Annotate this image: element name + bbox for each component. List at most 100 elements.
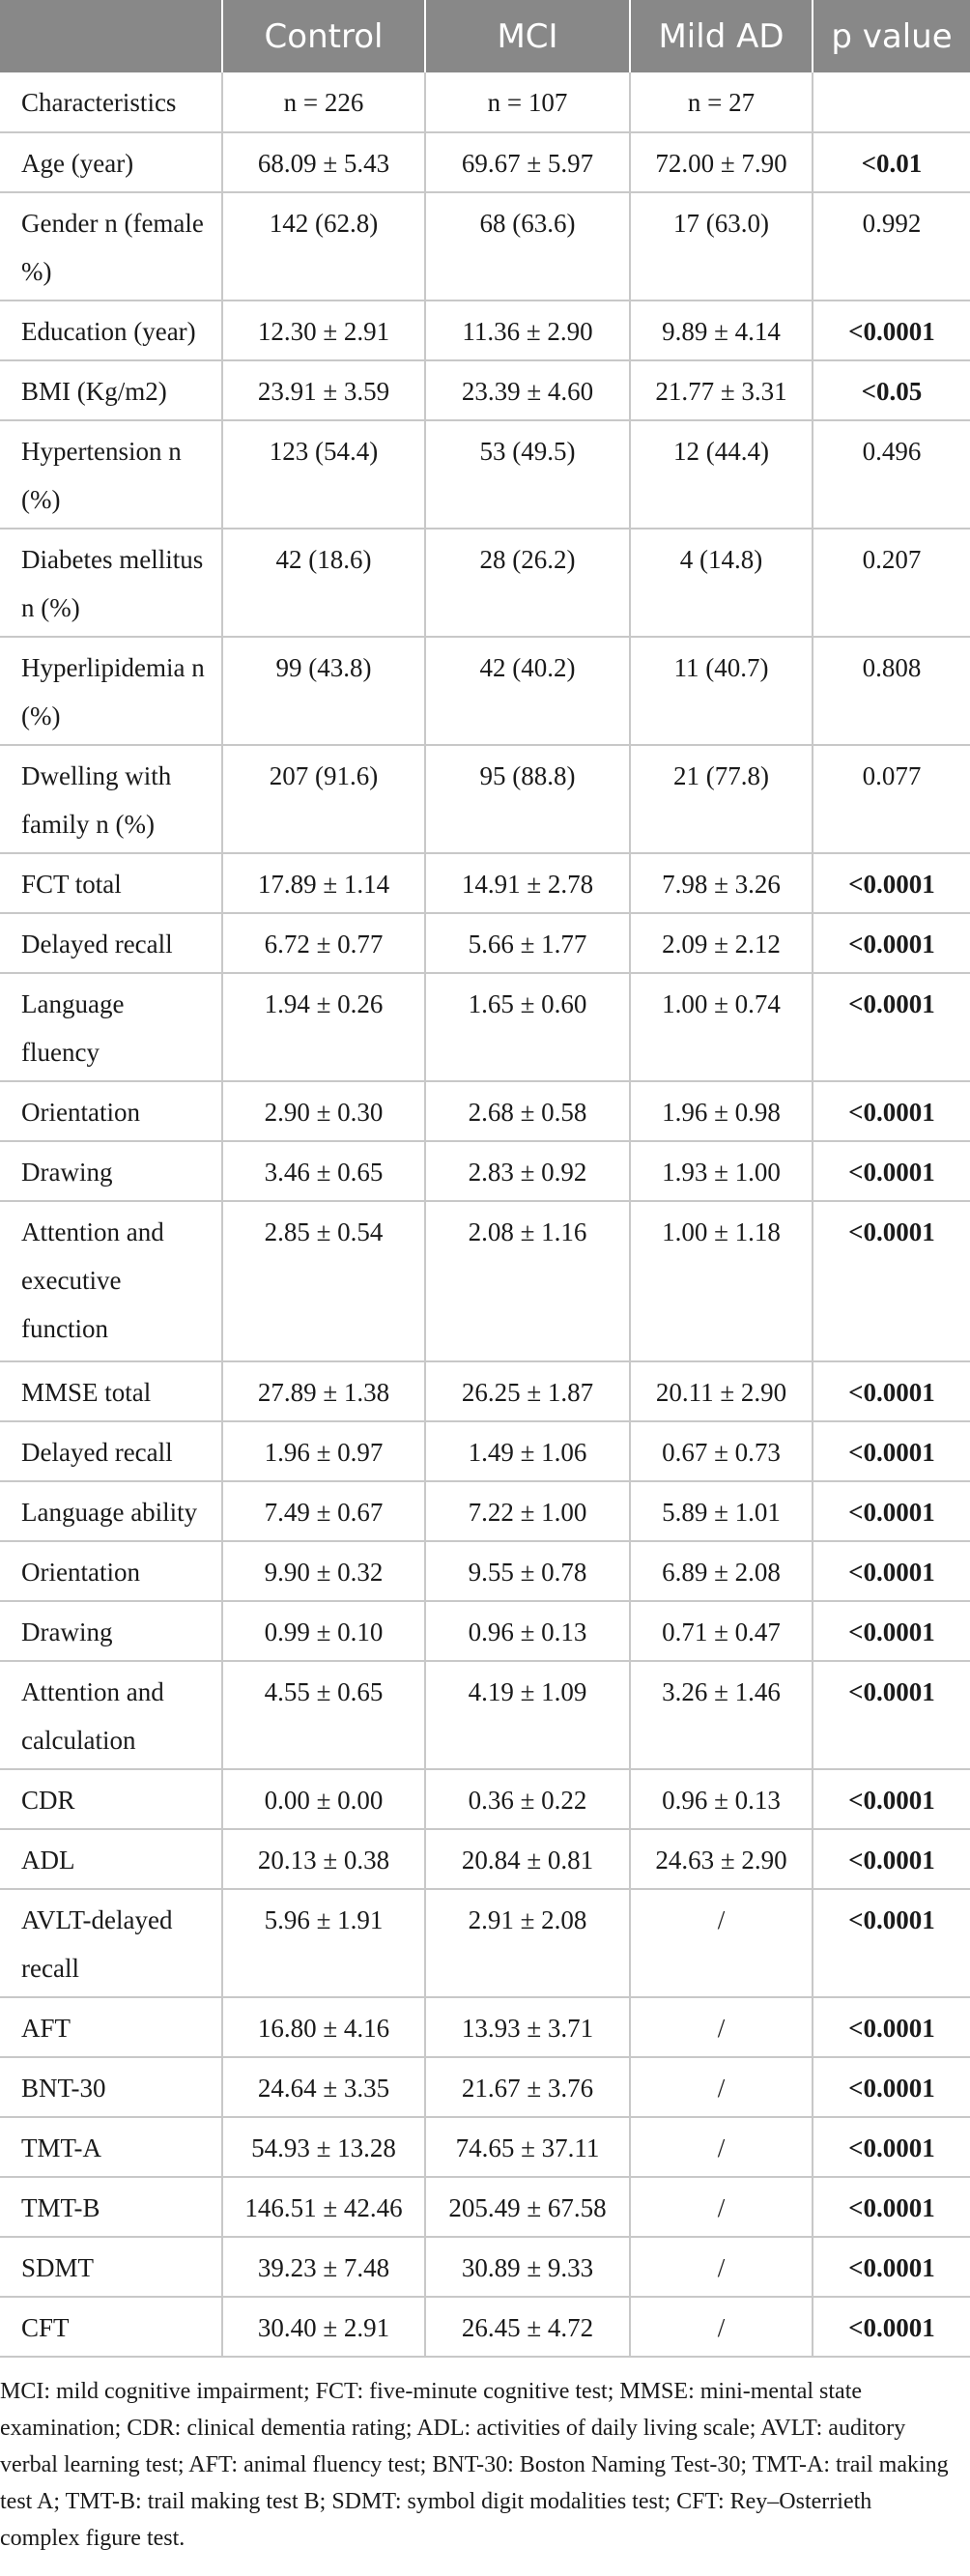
p-value-cell: <0.0001 [812, 853, 970, 914]
p-value-cell: <0.0001 [812, 1201, 970, 1362]
table-container: Control MCI Mild AD p value Characterist… [0, 0, 970, 2358]
control-value-cell: n = 226 [221, 72, 425, 133]
row-label-cell: Dwelling with family n (%) [0, 745, 222, 854]
row-label-cell: Education (year) [0, 301, 222, 361]
control-value-cell: 17.89 ± 1.14 [221, 853, 425, 914]
control-value-cell: 54.93 ± 13.28 [221, 2117, 425, 2178]
p-value-cell: <0.0001 [812, 2117, 970, 2178]
table-row: MMSE total 27.89 ± 1.38 26.25 ± 1.87 20.11 … [0, 1361, 970, 1422]
p-value-cell: 0.496 [812, 420, 970, 530]
row-label-cell: AVLT-delayed recall [0, 1889, 222, 1998]
p-value-cell: <0.0001 [812, 1997, 970, 2058]
p-value-cell: <0.0001 [812, 1141, 970, 1202]
table-row: Attention and calculation 4.55 ± 0.65 4.19… [0, 1661, 970, 1770]
mci-value-cell: 1.65 ± 0.60 [424, 973, 630, 1082]
control-value-cell: 27.89 ± 1.38 [221, 1361, 425, 1422]
row-label-cell: SDMT [0, 2237, 222, 2298]
row-label-cell: Characteristics [0, 72, 222, 133]
mci-value-cell: 26.45 ± 4.72 [424, 2297, 630, 2358]
control-value-cell: 16.80 ± 4.16 [221, 1997, 425, 2058]
header-blank [0, 0, 222, 72]
mild-ad-value-cell: 0.67 ± 0.73 [629, 1421, 813, 1482]
table-row: CDR 0.00 ± 0.00 0.36 ± 0.22 0.96 ± 0.13 <0.0… [0, 1769, 970, 1830]
p-value-cell: 0.808 [812, 637, 970, 746]
mild-ad-value-cell: / [629, 1889, 813, 1998]
control-value-cell: 3.46 ± 0.65 [221, 1141, 425, 1202]
table-row: Delayed recall 1.96 ± 0.97 1.49 ± 1.06 0.67… [0, 1421, 970, 1482]
mild-ad-value-cell: / [629, 1997, 813, 2058]
p-value-cell: <0.0001 [812, 2237, 970, 2298]
row-label-cell: Drawing [0, 1141, 222, 1202]
mild-ad-value-cell: 2.09 ± 2.12 [629, 913, 813, 974]
row-label-cell: MMSE total [0, 1361, 222, 1422]
mci-value-cell: 74.65 ± 37.11 [424, 2117, 630, 2178]
row-label-cell: Attention and calculation [0, 1661, 222, 1770]
mci-value-cell: 5.66 ± 1.77 [424, 913, 630, 974]
mild-ad-value-cell: n = 27 [629, 72, 813, 133]
row-label-cell: Orientation [0, 1081, 222, 1142]
control-value-cell: 6.72 ± 0.77 [221, 913, 425, 974]
mild-ad-value-cell: / [629, 2177, 813, 2238]
mild-ad-value-cell: 1.00 ± 1.18 [629, 1201, 813, 1362]
control-value-cell: 39.23 ± 7.48 [221, 2237, 425, 2298]
p-value-cell: <0.0001 [812, 913, 970, 974]
control-value-cell: 207 (91.6) [221, 745, 425, 854]
control-value-cell: 24.64 ± 3.35 [221, 2057, 425, 2118]
mci-value-cell: 68 (63.6) [424, 192, 630, 301]
row-label-cell: BMI (Kg/m2) [0, 360, 222, 421]
row-label-cell: TMT-B [0, 2177, 222, 2238]
mild-ad-value-cell: 1.93 ± 1.00 [629, 1141, 813, 1202]
control-value-cell: 20.13 ± 0.38 [221, 1829, 425, 1890]
table-row: Attention and executive function 2.85 ± 0… [0, 1201, 970, 1362]
control-value-cell: 123 (54.4) [221, 420, 425, 530]
control-value-cell: 99 (43.8) [221, 637, 425, 746]
control-value-cell: 23.91 ± 3.59 [221, 360, 425, 421]
control-value-cell: 5.96 ± 1.91 [221, 1889, 425, 1998]
mild-ad-value-cell: 5.89 ± 1.01 [629, 1481, 813, 1542]
mci-value-cell: 69.67 ± 5.97 [424, 132, 630, 193]
row-label-cell: ADL [0, 1829, 222, 1890]
mild-ad-value-cell: / [629, 2237, 813, 2298]
row-label-cell: Attention and executive function [0, 1201, 222, 1362]
row-label-cell: AFT [0, 1997, 222, 2058]
control-value-cell: 7.49 ± 0.67 [221, 1481, 425, 1542]
mild-ad-value-cell: 72.00 ± 7.90 [629, 132, 813, 193]
table-row: TMT-A 54.93 ± 13.28 74.65 ± 37.11/<0.0001 [0, 2117, 970, 2178]
control-value-cell: 2.90 ± 0.30 [221, 1081, 425, 1142]
row-label-cell: Orientation [0, 1541, 222, 1602]
table-row: Age (year) 68.09 ± 5.43 69.67 ± 5.97 72.00 … [0, 132, 970, 193]
p-value-cell: <0.0001 [812, 1481, 970, 1542]
table-row: Characteristics n = 226 n = 107 n = 27 [0, 72, 970, 133]
mild-ad-value-cell: / [629, 2297, 813, 2358]
header-p-value: p value [812, 0, 970, 72]
mci-value-cell: 13.93 ± 3.71 [424, 1997, 630, 2058]
table-row: Dwelling with family n (%) 207 (91.6) 95 (… [0, 745, 970, 854]
row-label-cell: Delayed recall [0, 1421, 222, 1482]
mild-ad-value-cell: 17 (63.0) [629, 192, 813, 301]
mild-ad-value-cell: 11 (40.7) [629, 637, 813, 746]
p-value-cell: <0.0001 [812, 1081, 970, 1142]
mci-value-cell: 2.68 ± 0.58 [424, 1081, 630, 1142]
p-value-cell: <0.0001 [812, 1361, 970, 1422]
p-value-cell: <0.0001 [812, 1421, 970, 1482]
mild-ad-value-cell: 3.26 ± 1.46 [629, 1661, 813, 1770]
mci-value-cell: 53 (49.5) [424, 420, 630, 530]
control-value-cell: 0.99 ± 0.10 [221, 1601, 425, 1662]
p-value-cell: <0.0001 [812, 2177, 970, 2238]
control-value-cell: 0.00 ± 0.00 [221, 1769, 425, 1830]
p-value-cell: <0.0001 [812, 2057, 970, 2118]
mild-ad-value-cell: 0.96 ± 0.13 [629, 1769, 813, 1830]
mci-value-cell: 11.36 ± 2.90 [424, 301, 630, 361]
characteristics-table: Control MCI Mild AD p value Characterist… [0, 0, 970, 2358]
mci-value-cell: 0.96 ± 0.13 [424, 1601, 630, 1662]
mild-ad-value-cell: 7.98 ± 3.26 [629, 853, 813, 914]
control-value-cell: 42 (18.6) [221, 529, 425, 638]
table-row: Diabetes mellitus n (%) 42 (18.6) 28 (26.2… [0, 529, 970, 638]
table-row: Language fluency 1.94 ± 0.26 1.65 ± 0.60 1.… [0, 973, 970, 1082]
mild-ad-value-cell: 6.89 ± 2.08 [629, 1541, 813, 1602]
mild-ad-value-cell: 1.00 ± 0.74 [629, 973, 813, 1082]
mci-value-cell: 26.25 ± 1.87 [424, 1361, 630, 1422]
table-row: Hyperlipidemia n (%) 99 (43.8) 42 (40.2) 11… [0, 637, 970, 746]
p-value-cell: <0.05 [812, 360, 970, 421]
control-value-cell: 142 (62.8) [221, 192, 425, 301]
